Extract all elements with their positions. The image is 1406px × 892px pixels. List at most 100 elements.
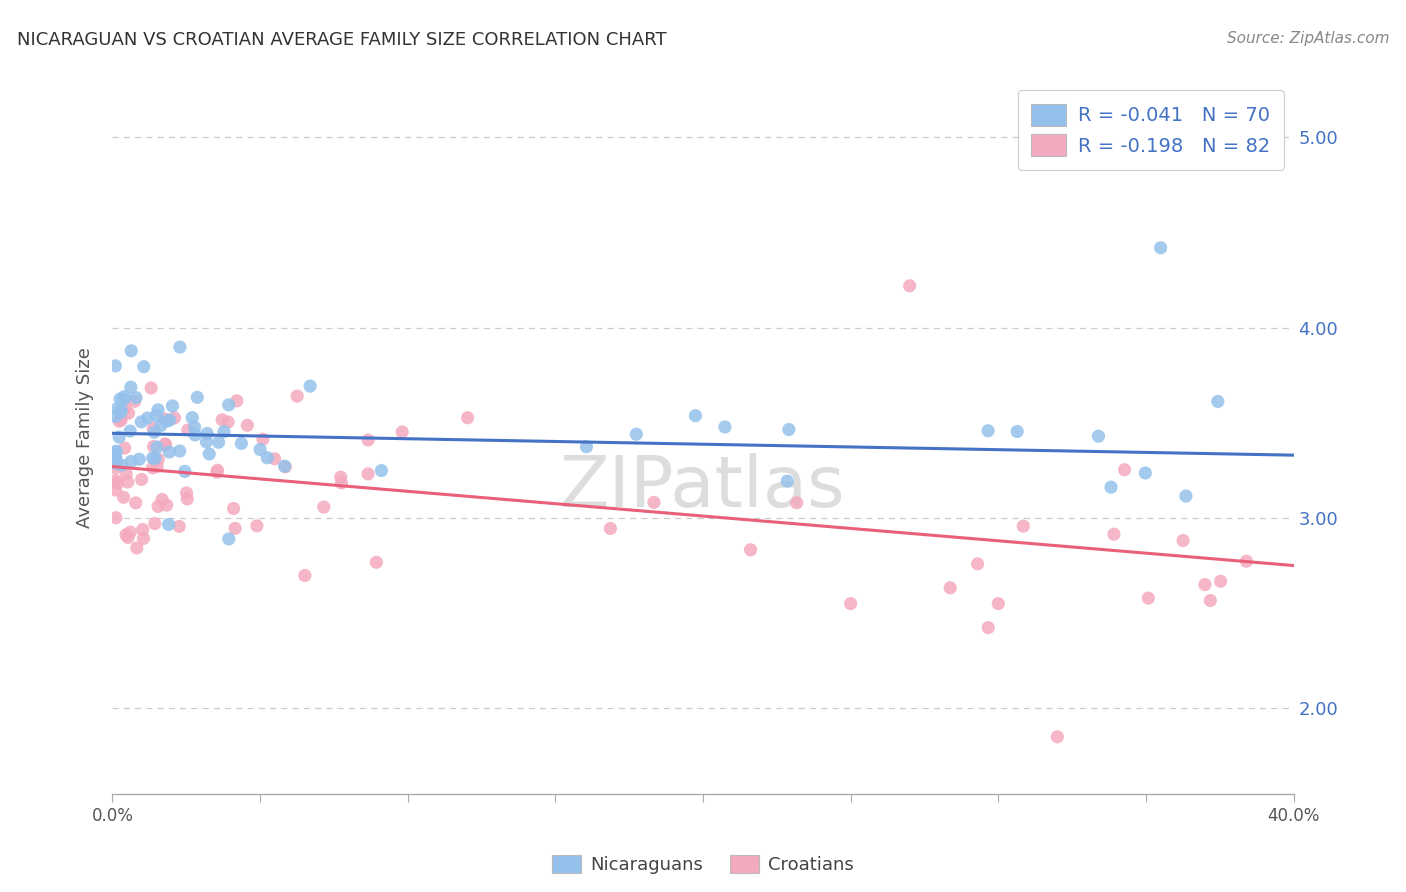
Point bbox=[714, 420, 737, 434]
Point bbox=[370, 463, 392, 477]
Point bbox=[124, 394, 146, 409]
Point bbox=[186, 390, 208, 404]
Point bbox=[273, 459, 295, 474]
Point bbox=[169, 340, 191, 354]
Point bbox=[1206, 394, 1229, 409]
Point bbox=[131, 523, 153, 537]
Point bbox=[142, 450, 165, 465]
Point bbox=[104, 450, 127, 464]
Point bbox=[1046, 730, 1069, 744]
Point bbox=[132, 359, 155, 374]
Point bbox=[104, 359, 127, 373]
Point bbox=[1199, 593, 1222, 607]
Point bbox=[195, 426, 218, 441]
Point bbox=[1087, 429, 1109, 443]
Point bbox=[263, 451, 285, 466]
Point bbox=[176, 491, 198, 506]
Point bbox=[104, 461, 127, 475]
Point bbox=[1209, 574, 1232, 589]
Point bbox=[457, 410, 479, 425]
Point bbox=[159, 413, 181, 427]
Point bbox=[285, 389, 308, 403]
Point bbox=[181, 410, 204, 425]
Point bbox=[108, 392, 131, 406]
Point bbox=[366, 555, 388, 569]
Point bbox=[153, 437, 176, 451]
Point bbox=[143, 425, 166, 440]
Point bbox=[839, 597, 862, 611]
Point bbox=[626, 427, 648, 442]
Point bbox=[120, 343, 142, 358]
Point bbox=[163, 410, 186, 425]
Point bbox=[217, 415, 239, 429]
Point bbox=[357, 467, 380, 481]
Point bbox=[120, 380, 142, 394]
Point bbox=[740, 542, 762, 557]
Point bbox=[120, 424, 142, 438]
Point bbox=[110, 413, 132, 427]
Point bbox=[128, 452, 150, 467]
Point bbox=[575, 440, 598, 454]
Point bbox=[218, 532, 240, 546]
Point bbox=[1005, 425, 1028, 439]
Point bbox=[222, 501, 245, 516]
Point bbox=[966, 557, 988, 571]
Point bbox=[120, 454, 142, 468]
Point bbox=[391, 425, 413, 439]
Text: Source: ZipAtlas.com: Source: ZipAtlas.com bbox=[1226, 31, 1389, 46]
Point bbox=[218, 398, 240, 412]
Point bbox=[142, 460, 165, 475]
Point bbox=[987, 597, 1010, 611]
Point bbox=[112, 390, 135, 404]
Point bbox=[294, 568, 316, 582]
Point bbox=[108, 414, 131, 428]
Point bbox=[142, 440, 165, 454]
Point bbox=[146, 440, 169, 454]
Point bbox=[1099, 480, 1122, 494]
Point bbox=[977, 424, 1000, 438]
Point bbox=[312, 500, 335, 514]
Point bbox=[246, 519, 269, 533]
Point bbox=[249, 442, 271, 457]
Point bbox=[1194, 577, 1216, 591]
Point bbox=[177, 423, 200, 437]
Point bbox=[125, 391, 148, 405]
Point bbox=[142, 421, 165, 435]
Point bbox=[183, 420, 205, 434]
Point bbox=[1012, 519, 1035, 533]
Point bbox=[105, 456, 128, 470]
Point bbox=[105, 444, 128, 458]
Point bbox=[173, 464, 195, 478]
Point bbox=[105, 401, 128, 416]
Point bbox=[104, 483, 127, 497]
Point bbox=[643, 495, 665, 509]
Point bbox=[357, 433, 380, 447]
Point bbox=[195, 434, 218, 449]
Point bbox=[225, 393, 247, 408]
Point bbox=[120, 525, 142, 540]
Point bbox=[115, 467, 138, 481]
Point bbox=[112, 392, 135, 407]
Text: ZIPatlas: ZIPatlas bbox=[560, 452, 846, 522]
Point bbox=[155, 438, 177, 452]
Point bbox=[256, 450, 278, 465]
Point bbox=[776, 474, 799, 488]
Point bbox=[112, 490, 135, 504]
Point bbox=[157, 517, 180, 532]
Point bbox=[778, 423, 800, 437]
Point bbox=[1150, 241, 1173, 255]
Point bbox=[1171, 533, 1194, 548]
Point bbox=[146, 459, 169, 474]
Point bbox=[104, 510, 127, 524]
Point bbox=[153, 412, 176, 426]
Point bbox=[299, 379, 322, 393]
Point bbox=[107, 476, 129, 491]
Point bbox=[139, 381, 162, 395]
Point bbox=[114, 401, 136, 416]
Point bbox=[786, 496, 808, 510]
Point bbox=[132, 532, 155, 546]
Point bbox=[155, 414, 177, 428]
Point bbox=[236, 418, 259, 433]
Point bbox=[329, 470, 352, 484]
Point bbox=[115, 528, 138, 542]
